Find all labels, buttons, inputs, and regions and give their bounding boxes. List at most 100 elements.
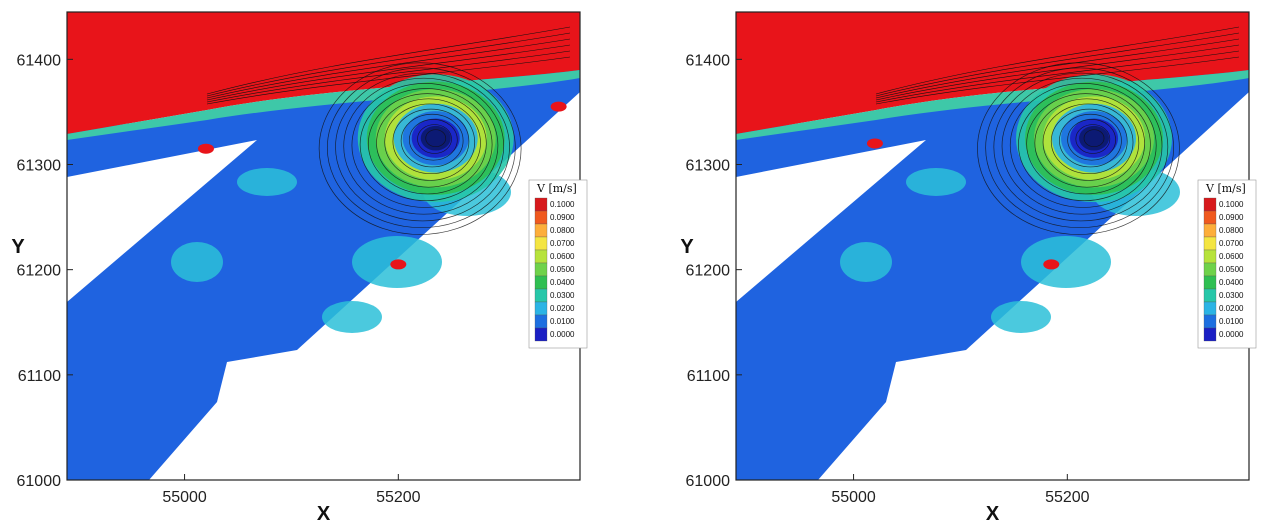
streamline bbox=[417, 124, 452, 154]
y-tick-label: 61400 bbox=[686, 52, 731, 69]
x-tick-label: 55200 bbox=[1045, 489, 1090, 506]
legend-level-label: 0.0200 bbox=[1219, 304, 1244, 313]
legend-swatch bbox=[1203, 288, 1217, 303]
low-velocity-patch bbox=[840, 242, 892, 282]
streamline bbox=[1001, 77, 1163, 215]
legend-level-label: 0.0200 bbox=[550, 304, 575, 313]
y-tick-label: 61200 bbox=[17, 263, 62, 280]
legend-swatch bbox=[1203, 301, 1217, 316]
streamline bbox=[425, 129, 447, 148]
right-contour-plot: 55000 55200 61000 61100 61200 61300 61400 X Y V [… bbox=[669, 0, 1261, 522]
streamline bbox=[993, 72, 1169, 222]
high-velocity-region bbox=[736, 12, 1249, 134]
legend-title: V [m/s] bbox=[1205, 182, 1246, 195]
streamline bbox=[1083, 129, 1105, 148]
legend-level-label: 0.0300 bbox=[550, 291, 575, 300]
legend-title: V [m/s] bbox=[536, 182, 577, 195]
left-contour-plot: 55000 55200 61000 61100 61200 61300 61400 X Y V [… bbox=[0, 0, 630, 522]
x-axis-label: X bbox=[986, 503, 1000, 522]
plot-area bbox=[67, 12, 580, 480]
pier-island bbox=[67, 140, 257, 302]
color-legend: V [m/s] 0.1000 0.0900 0.0800 0.0700 0.0600 0.0… bbox=[528, 179, 588, 349]
streamline bbox=[1042, 103, 1134, 181]
legend-level-label: 0.0000 bbox=[1219, 330, 1244, 339]
streamline bbox=[384, 103, 476, 181]
y-tick-label: 61000 bbox=[17, 473, 62, 490]
legend-level-label: 0.0800 bbox=[550, 226, 575, 235]
plot-area bbox=[736, 12, 1249, 480]
legend-level-label: 0.1000 bbox=[1219, 200, 1244, 209]
dry-region bbox=[149, 92, 580, 480]
legend-swatch bbox=[534, 314, 548, 329]
legend-swatch bbox=[534, 249, 548, 264]
legend-swatch bbox=[1203, 223, 1217, 238]
contour-plot-canvas: 55000 55200 61000 61100 61200 61300 61400 X Y V [… bbox=[680, 11, 1257, 522]
y-tick-label: 61200 bbox=[686, 263, 731, 280]
low-velocity-patch bbox=[906, 168, 966, 196]
legend-swatch bbox=[1203, 210, 1217, 225]
streamline bbox=[206, 26, 571, 95]
streamline bbox=[875, 26, 1240, 95]
streamline bbox=[875, 32, 1240, 97]
legend-swatch bbox=[534, 275, 548, 290]
legend-level-label: 0.0600 bbox=[550, 252, 575, 261]
streamline bbox=[985, 67, 1174, 229]
streamline bbox=[343, 77, 505, 215]
legend-swatch bbox=[1203, 197, 1217, 212]
streamline bbox=[335, 72, 510, 222]
streamline bbox=[1059, 113, 1122, 168]
low-velocity-patch bbox=[1021, 236, 1111, 288]
y-tick-label: 61000 bbox=[686, 473, 731, 490]
legend-swatch bbox=[1203, 327, 1217, 342]
hotspot bbox=[390, 259, 407, 270]
legend-swatch bbox=[534, 262, 548, 277]
legend-level-label: 0.0900 bbox=[1219, 213, 1244, 222]
legend-swatch bbox=[1203, 236, 1217, 251]
streamline bbox=[977, 62, 1180, 235]
legend-level-label: 0.1000 bbox=[550, 200, 575, 209]
streamline bbox=[1067, 119, 1116, 161]
streamline bbox=[359, 88, 493, 202]
streamline bbox=[408, 119, 458, 161]
legend-level-label: 0.0300 bbox=[1219, 291, 1244, 300]
legend-swatch bbox=[534, 236, 548, 251]
legend-level-label: 0.0100 bbox=[550, 317, 575, 326]
streamline bbox=[367, 93, 487, 195]
streamline bbox=[326, 67, 516, 229]
vortex-ring bbox=[420, 125, 451, 151]
legend-level-label: 0.0500 bbox=[550, 265, 575, 274]
y-tick-label: 61100 bbox=[687, 368, 730, 385]
y-tick-label: 61100 bbox=[18, 368, 61, 385]
legend-swatch bbox=[534, 223, 548, 238]
streamline bbox=[1075, 124, 1111, 154]
streamline bbox=[1026, 93, 1145, 195]
streamline bbox=[392, 108, 470, 175]
streamline bbox=[206, 56, 571, 105]
legend-level-label: 0.0100 bbox=[1219, 317, 1244, 326]
high-velocity-region bbox=[67, 12, 580, 134]
x-tick-label: 55000 bbox=[831, 489, 876, 506]
legend-swatch bbox=[534, 301, 548, 316]
streamline bbox=[1018, 88, 1151, 202]
streamline bbox=[1050, 108, 1128, 175]
legend-level-label: 0.0500 bbox=[1219, 265, 1244, 274]
legend-swatch bbox=[1203, 262, 1217, 277]
streamline bbox=[1009, 83, 1157, 208]
color-legend: V [m/s] 0.1000 0.0900 0.0800 0.0700 0.0600 0.0… bbox=[1197, 179, 1257, 349]
y-axis-label: Y bbox=[680, 236, 694, 258]
streamline bbox=[318, 62, 522, 235]
contour-plot-canvas: 55000 55200 61000 61100 61200 61300 61400 X Y V [… bbox=[11, 11, 588, 522]
hotspot bbox=[866, 138, 883, 149]
streamline bbox=[1034, 98, 1140, 188]
x-tick-label: 55200 bbox=[376, 489, 421, 506]
streamline bbox=[376, 98, 481, 188]
streamline bbox=[875, 44, 1240, 101]
legend-swatch bbox=[534, 197, 548, 212]
streamline bbox=[875, 56, 1240, 105]
y-tick-label: 61400 bbox=[17, 52, 62, 69]
y-tick-label: 61300 bbox=[686, 157, 731, 174]
low-velocity-patch bbox=[322, 301, 382, 333]
x-tick-label: 55000 bbox=[162, 489, 207, 506]
legend-swatch bbox=[534, 327, 548, 342]
legend-level-label: 0.0000 bbox=[550, 330, 575, 339]
